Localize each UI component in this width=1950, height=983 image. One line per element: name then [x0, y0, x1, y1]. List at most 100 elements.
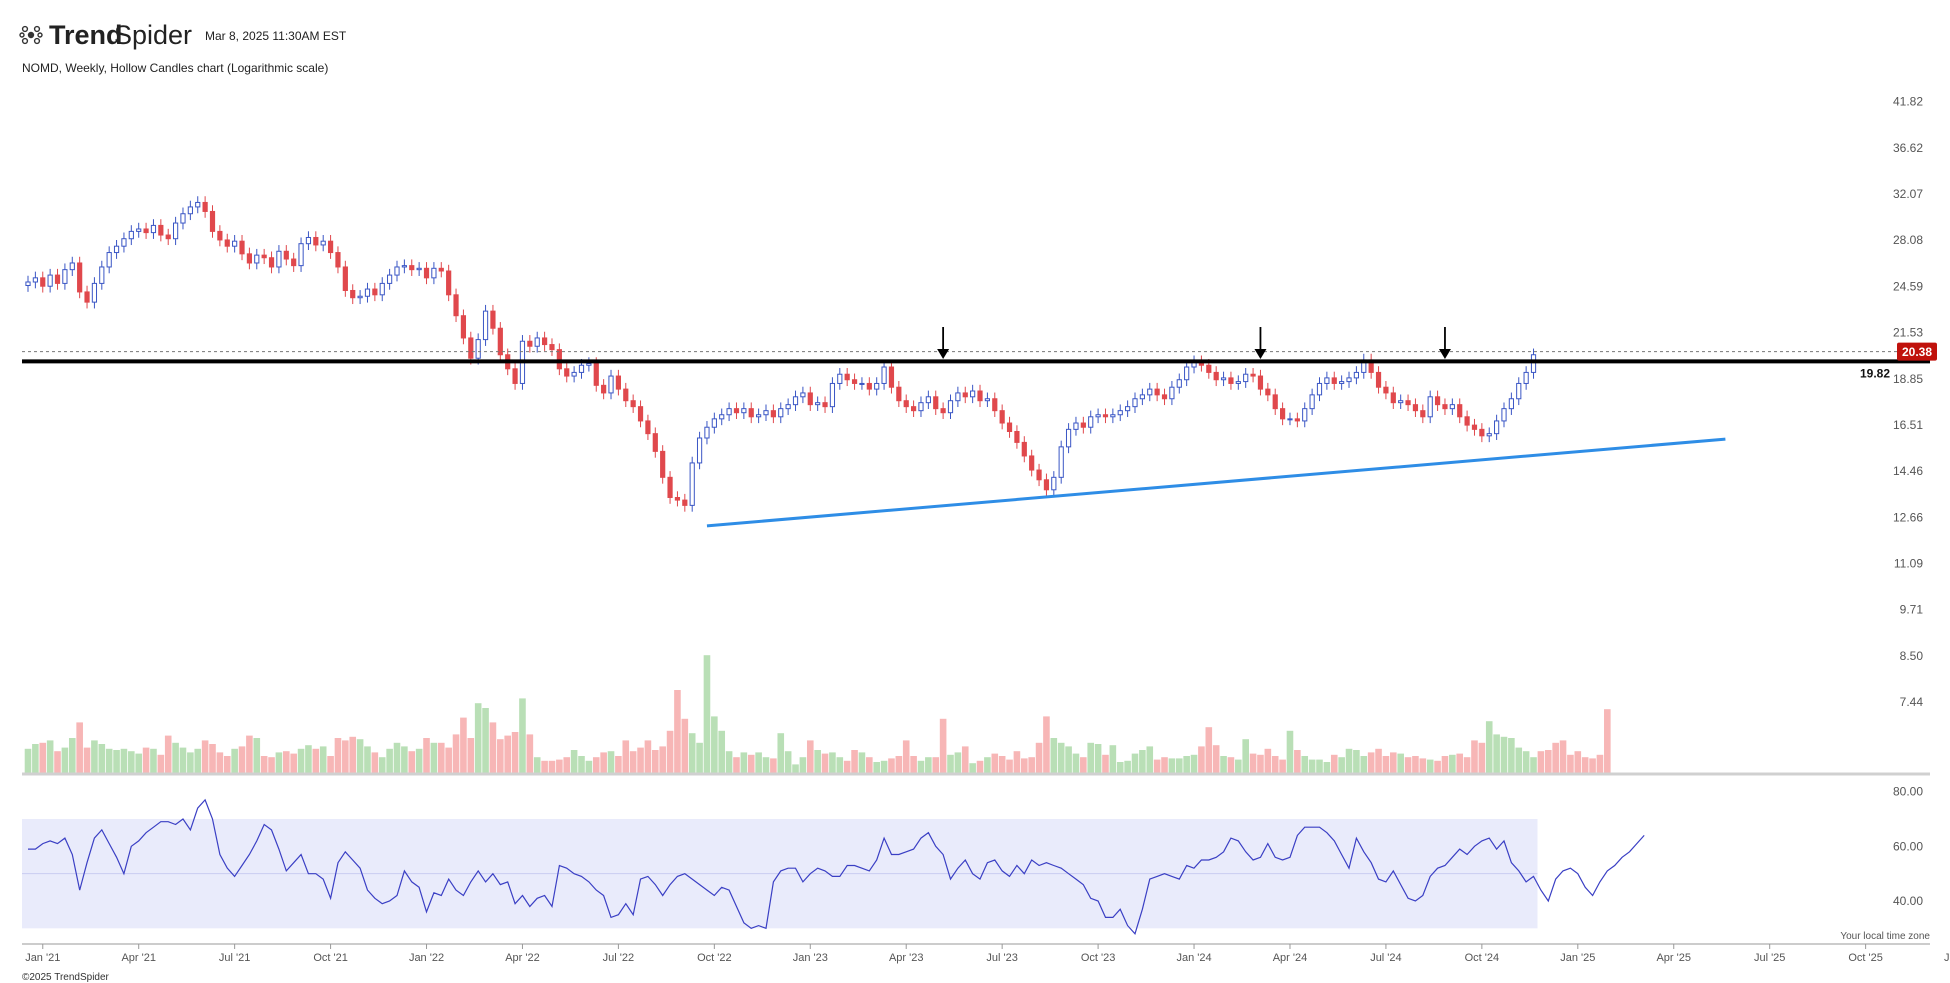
candle [187, 200, 193, 221]
candle-body [903, 400, 909, 408]
candle-body [416, 267, 422, 271]
volume-bar [821, 753, 829, 774]
candle [1353, 366, 1360, 385]
candle-body [704, 426, 710, 439]
candle-body [542, 337, 548, 346]
volume-bar [541, 760, 548, 774]
candle-body [438, 267, 444, 272]
candle-body [165, 234, 171, 240]
time-tick-label: Jan '24 [1176, 952, 1211, 964]
candle [851, 373, 858, 390]
candle [711, 412, 717, 434]
volume-bar [113, 750, 120, 774]
volume-bar [939, 718, 947, 774]
volume-bar [1441, 756, 1449, 774]
candle [1073, 416, 1079, 436]
volume-bar [209, 744, 216, 774]
candle [748, 402, 754, 424]
candle [320, 234, 326, 252]
candle [807, 386, 813, 411]
candle [696, 431, 703, 470]
price-tick-label: 14.46 [1893, 464, 1923, 478]
candle [394, 260, 400, 282]
candle-body [785, 404, 791, 410]
volume-bar [659, 746, 666, 774]
candle-body [733, 408, 740, 414]
candle [1368, 353, 1374, 379]
candle-body [601, 384, 607, 394]
candle-body [54, 274, 61, 284]
candle-body [829, 382, 836, 408]
volume-bar [1559, 740, 1567, 774]
candle-body [1412, 404, 1419, 412]
price-tick-label: 16.51 [1893, 418, 1923, 432]
candle [652, 427, 658, 458]
volume-bar [105, 748, 113, 774]
candle-body [77, 262, 83, 293]
candle [195, 196, 201, 214]
volume-bar [68, 738, 76, 774]
volume-bar [1367, 752, 1375, 774]
time-tick-label: Jul '22 [603, 952, 634, 964]
candle-body [999, 410, 1005, 424]
time-tick-label: Jan '25 [1560, 952, 1595, 964]
volume-bar [1390, 752, 1397, 774]
candle-body [933, 396, 939, 410]
candle [1427, 390, 1433, 424]
candle [401, 259, 407, 274]
volume-bar [1301, 756, 1309, 774]
candle [283, 245, 289, 266]
candle-body [689, 462, 695, 506]
candle-body [1390, 392, 1396, 404]
candle [911, 400, 917, 417]
candle [209, 205, 216, 238]
volume-bar [770, 758, 777, 774]
volume-bar [1500, 736, 1508, 774]
candle [785, 398, 791, 415]
volume-bar [76, 722, 83, 774]
volume-bar [172, 742, 179, 774]
candle-body [268, 257, 275, 268]
candle [1132, 392, 1138, 413]
volume-bar [1220, 756, 1227, 774]
candle-body [1213, 371, 1219, 381]
volume-bar [629, 751, 637, 774]
volume-bar [91, 740, 98, 774]
candle-body [866, 382, 872, 390]
candle [792, 390, 799, 411]
price-tick-label: 18.85 [1893, 372, 1923, 386]
candle [224, 233, 230, 253]
candle-body [305, 236, 312, 245]
candle [1294, 412, 1300, 428]
candle [468, 331, 474, 365]
volume-bar [969, 763, 976, 774]
candle-body [394, 266, 400, 276]
volume-bar [799, 757, 807, 774]
candle [1479, 423, 1485, 443]
volume-bar [511, 732, 519, 774]
volume-bar [238, 746, 246, 774]
candle [497, 322, 503, 362]
candle-body [615, 375, 621, 390]
candle [1161, 388, 1168, 406]
candle [77, 256, 83, 299]
volume-bar [1419, 758, 1427, 774]
candle-body [217, 230, 223, 241]
candle [1154, 382, 1160, 402]
candle-body [593, 362, 599, 386]
candle [32, 271, 38, 289]
support-trendline [706, 437, 1726, 528]
candle [1486, 427, 1492, 443]
candle [1117, 404, 1123, 422]
candle [350, 284, 356, 305]
candle [1457, 398, 1463, 424]
candle [1516, 377, 1522, 406]
candle [47, 268, 53, 293]
candle-body [1250, 373, 1256, 377]
candle [542, 331, 548, 351]
candle-body [1036, 469, 1042, 481]
rsi-tick-label: 80.00 [1893, 785, 1923, 799]
candle-body [1501, 408, 1507, 422]
candle-layer [25, 196, 1537, 512]
candle [874, 377, 880, 396]
